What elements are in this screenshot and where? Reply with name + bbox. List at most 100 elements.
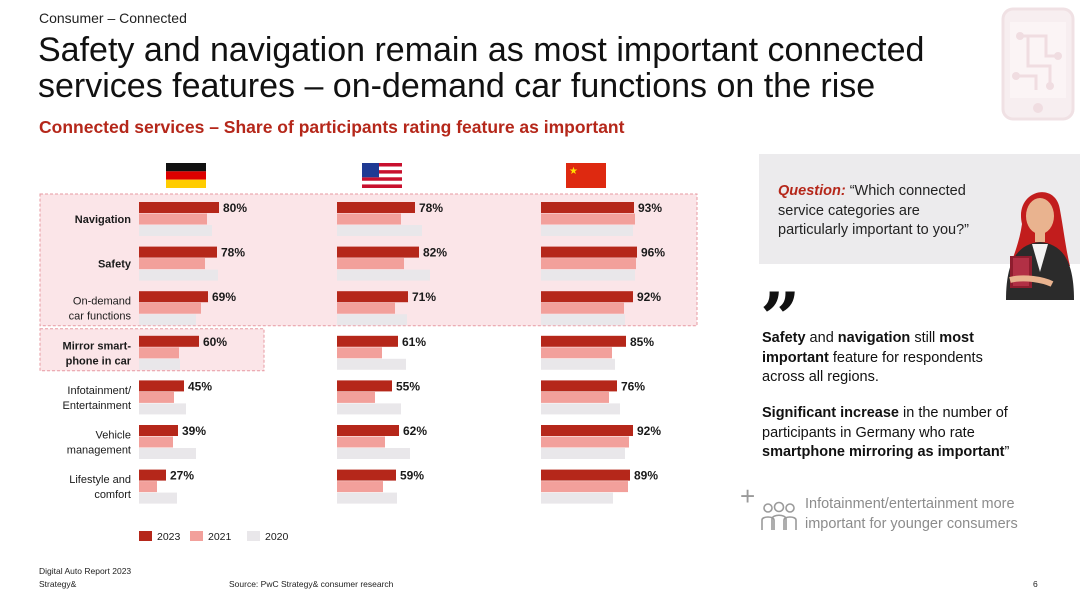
page-number: 6 (1033, 579, 1038, 589)
flag-stripe (166, 171, 206, 180)
flag-stripe (362, 180, 402, 185)
flag-stripe (362, 184, 402, 188)
flag-stripe (362, 170, 402, 174)
bar-2021 (139, 436, 173, 448)
insight-paragraph-2: Significant increase in the number of pa… (762, 404, 1022, 463)
insight-paragraph-1: Safety and navigation still most importa… (762, 329, 1022, 388)
bar-2020 (541, 448, 625, 459)
data-label: 96% (641, 246, 665, 260)
bar-2020 (337, 358, 406, 370)
data-label: 59% (400, 469, 424, 483)
flag-stripe (362, 163, 402, 167)
bar-2021 (337, 391, 375, 403)
question-line-1: “Which connected (845, 183, 966, 199)
smartphone-network-icon (1001, 7, 1075, 121)
row-label: Lifestyle and (69, 474, 131, 486)
china-flag-icon: ★ (566, 163, 606, 188)
bar-2023 (139, 246, 217, 258)
bar-2020 (139, 225, 212, 236)
data-label: 62% (403, 424, 427, 438)
bar-2023 (139, 202, 219, 213)
flag-stripe (362, 177, 402, 181)
row-label: Vehicle (96, 430, 131, 442)
bar-2023 (337, 380, 392, 392)
bar-2020 (139, 403, 186, 415)
data-label: 80% (223, 201, 247, 215)
bar-2023 (337, 291, 408, 303)
page-title: Safety and navigation remain as most imp… (38, 32, 998, 104)
row-label: phone in car (66, 355, 132, 367)
brand-name: Strategy& (39, 579, 77, 589)
bar-2023 (139, 425, 178, 436)
report-name: Digital Auto Report 2023 (39, 566, 132, 576)
insight-1-text-b: still (910, 330, 940, 346)
bar-2021 (139, 391, 174, 403)
insight-2-bold-mirroring: smartphone mirroring as important (762, 444, 1005, 460)
flag-field (566, 163, 606, 188)
data-label: 92% (637, 424, 661, 438)
question-line-2: service categories are (778, 202, 920, 219)
data-label: 89% (634, 469, 658, 483)
row-label: Safety (98, 259, 132, 271)
insight-1-bold-important: most important (762, 330, 974, 366)
legend-swatch-2020 (247, 531, 260, 541)
insight-1-bold-safety: Safety (762, 330, 806, 346)
bar-2023 (541, 425, 633, 436)
bar-2020 (337, 492, 397, 504)
bar-2021 (337, 347, 382, 359)
row-label: Infotainment/ (67, 385, 132, 397)
bar-2020 (337, 269, 430, 281)
row-label: Entertainment (63, 400, 131, 412)
title-line-2: services features – on-demand car functi… (38, 67, 876, 105)
bar-2023 (541, 202, 634, 213)
data-label: 60% (203, 335, 227, 349)
data-label: 78% (419, 201, 443, 215)
bar-2021 (139, 481, 157, 493)
bar-2021 (337, 481, 383, 493)
data-label: 85% (630, 335, 654, 349)
bar-2020 (541, 269, 635, 281)
row-label: Navigation (75, 214, 132, 226)
bar-2023 (337, 425, 399, 436)
insight-1-text-a: and (805, 330, 838, 346)
bar-2021 (541, 302, 624, 314)
bar-2021 (541, 213, 635, 225)
bar-2021 (541, 481, 628, 493)
bar-2020 (139, 314, 196, 326)
bar-2021 (139, 347, 179, 359)
data-label: 39% (182, 424, 206, 438)
bar-2020 (139, 492, 177, 504)
data-label: 61% (402, 335, 426, 349)
bar-2020 (139, 358, 180, 370)
bar-2023 (337, 246, 419, 258)
bar-2023 (541, 291, 633, 303)
insight-2-text-a: in the number of participants in Germany… (762, 405, 1008, 441)
chart-subtitle: Connected services – Share of participan… (39, 117, 625, 137)
bar-2023 (337, 335, 398, 347)
legend-label: 2020 (265, 531, 289, 543)
bar-2020 (139, 448, 196, 459)
bar-2023 (541, 380, 617, 392)
plus-icon: + (740, 481, 756, 511)
flag-stripe (362, 173, 402, 178)
bar-2020 (337, 225, 422, 236)
legend-swatch-2023 (139, 531, 152, 541)
question-text: Question: “Which connected service categ… (778, 182, 998, 241)
insight-1-text-c: feature for respondents across all regio… (762, 349, 983, 386)
legend-label: 2023 (157, 531, 181, 543)
question-label: Question: (778, 183, 846, 199)
bar-2023 (337, 202, 415, 213)
flag-stripe (166, 179, 206, 188)
bar-2021 (337, 213, 401, 225)
data-label: 78% (221, 246, 245, 260)
insight-2-text-b: ” (1004, 444, 1010, 460)
bar-2021 (139, 302, 201, 314)
row-label: management (67, 445, 131, 457)
data-label: 69% (212, 290, 236, 304)
row-label: On-demand (73, 296, 131, 308)
bar-2023 (139, 380, 184, 392)
question-line-3: particularly important to you?” (778, 222, 969, 238)
bar-2020 (337, 403, 401, 415)
bar-2021 (337, 258, 404, 270)
bar-2023 (139, 335, 199, 347)
